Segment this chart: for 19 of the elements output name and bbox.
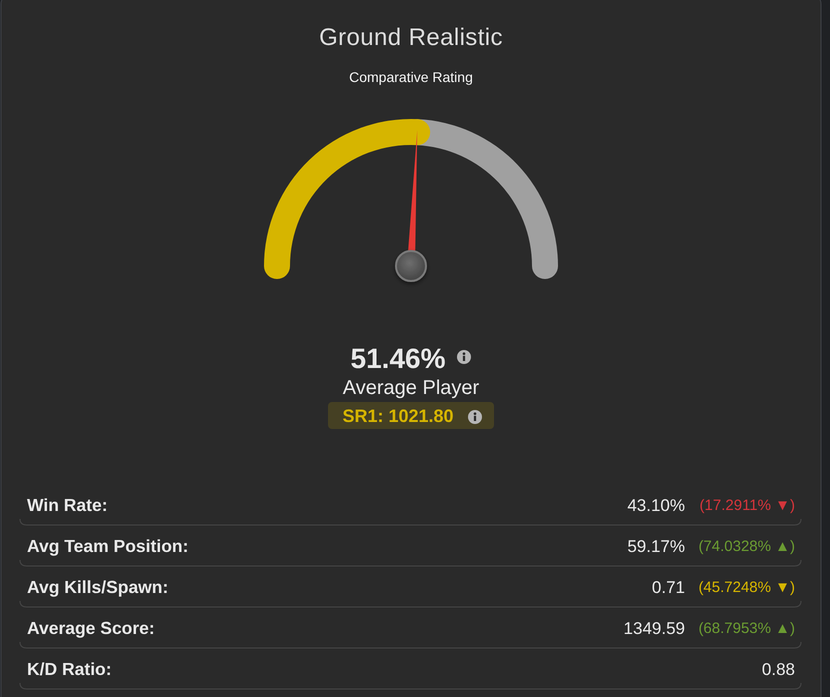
text: 1349.59 — [624, 619, 685, 638]
text: Win Rate: — [27, 495, 108, 515]
text: Average Score: — [27, 618, 155, 638]
text: 59.17% — [627, 537, 685, 556]
text: 0.88 — [762, 660, 795, 679]
text: (17.2911% ▼) — [700, 497, 795, 514]
text: Average Player — [342, 377, 480, 399]
text: (74.0328% ▲) — [698, 538, 796, 555]
text: K/D Ratio: — [27, 659, 112, 679]
text: 51.46% — [350, 343, 446, 374]
chart-title: Ground Realistic — [319, 24, 503, 51]
text: SR1: 1021.80 — [342, 406, 454, 426]
text: Avg Kills/Spawn: — [27, 577, 168, 597]
text: (45.7248% ▼) — [698, 579, 796, 596]
text: (68.7953% ▲) — [698, 620, 796, 637]
text: 43.10% — [627, 496, 685, 515]
text: 0.71 — [652, 578, 685, 597]
chart-subtitle: Comparative Rating — [349, 69, 473, 85]
text: Avg Team Position: — [27, 536, 188, 556]
